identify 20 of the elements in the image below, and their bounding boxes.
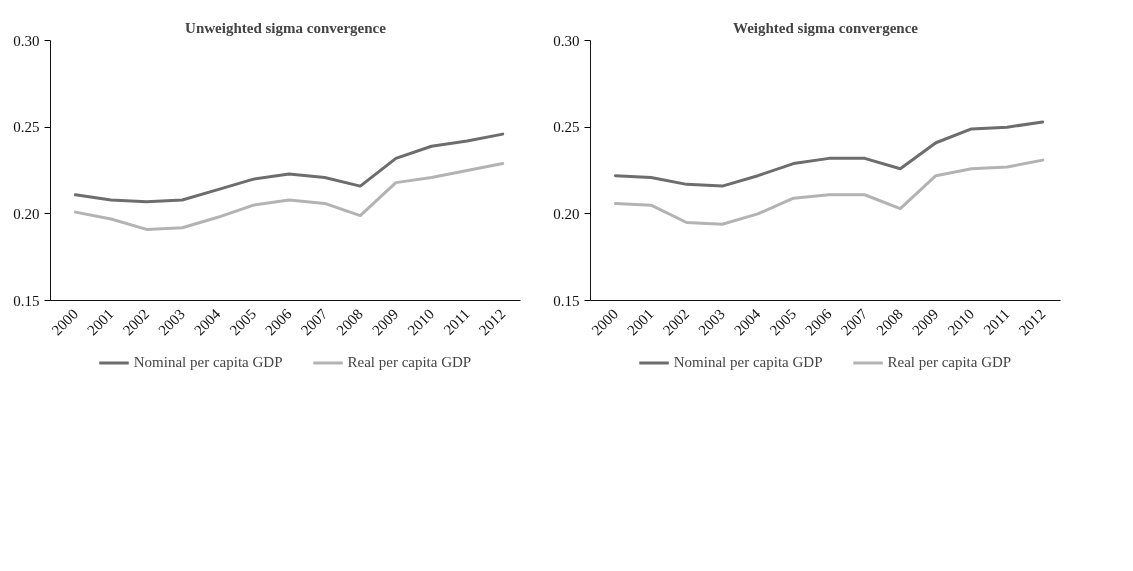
x-tick-label: 2011	[980, 305, 1013, 338]
x-tick-label: 2011	[440, 305, 473, 338]
legend-label: Nominal per capita GDP	[133, 353, 283, 371]
y-tick-label: 0.25	[13, 119, 40, 136]
y-tick-label: 0.30	[13, 32, 40, 49]
line-series	[613, 158, 1045, 226]
line-series	[73, 132, 505, 204]
line-series	[613, 120, 1045, 188]
y-tick-label: 0.30	[553, 32, 580, 49]
legend-label: Real per capita GDP	[887, 353, 1012, 371]
chart-title: Unweighted sigma convergence	[185, 19, 387, 36]
y-tick-label: 0.20	[553, 205, 580, 222]
y-tick-label: 0.25	[553, 119, 580, 136]
y-tick-label: 0.20	[13, 205, 40, 222]
legend-label: Real per capita GDP	[347, 353, 472, 371]
legend-label: Nominal per capita GDP	[673, 353, 823, 371]
line-series	[73, 162, 505, 231]
chart-title: Weighted sigma convergence	[733, 19, 919, 36]
y-tick-label: 0.15	[553, 292, 580, 309]
y-tick-label: 0.15	[13, 292, 40, 309]
